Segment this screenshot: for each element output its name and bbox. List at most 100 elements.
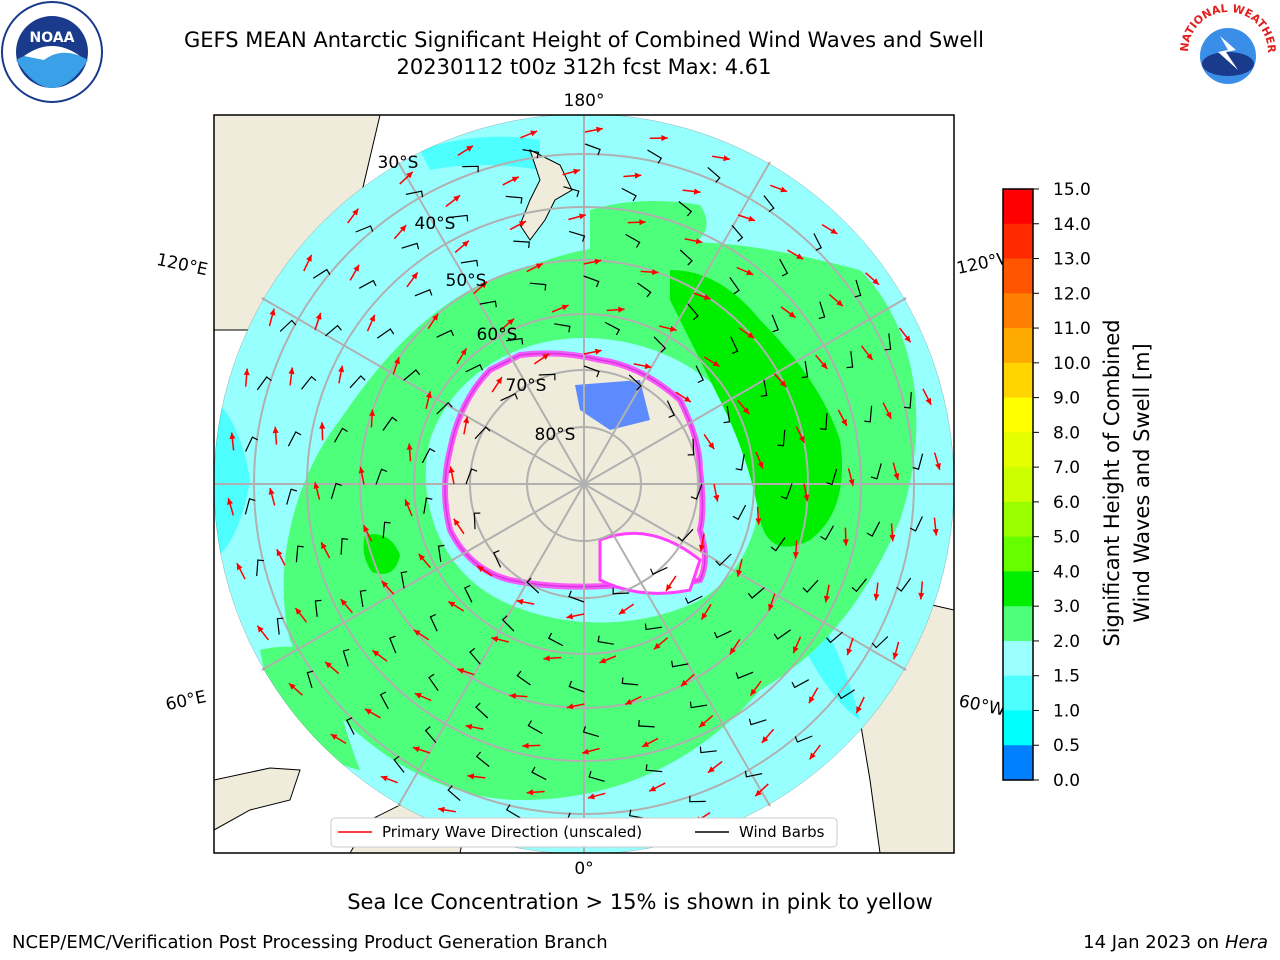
wind-barb xyxy=(506,337,524,345)
wind-barb xyxy=(707,166,721,183)
wave-arrow-head xyxy=(227,498,233,505)
wind-barb xyxy=(358,279,377,289)
wind-barb xyxy=(465,468,478,485)
wind-barb xyxy=(779,258,789,277)
map-frame xyxy=(213,114,955,854)
footer-date: 14 Jan 2023 on Hera xyxy=(1083,932,1268,953)
wind-barb xyxy=(463,584,473,603)
wind-barb xyxy=(909,516,923,532)
wave-arrow-head xyxy=(669,325,677,332)
wave-arrow-head xyxy=(618,306,625,313)
wave-arrow-head xyxy=(268,488,275,495)
wave-arrow-head xyxy=(414,693,422,699)
wave-arrow-head xyxy=(522,742,529,749)
wind-barb xyxy=(771,314,779,333)
wave-arrow-head xyxy=(793,646,799,654)
lat-label-40s: 40°S xyxy=(415,214,456,234)
wave-arrow-head xyxy=(748,215,756,222)
wind-barb xyxy=(687,303,699,321)
wind-barb xyxy=(744,770,763,778)
wave-arrow-head xyxy=(579,213,586,220)
wave-arrow-head xyxy=(425,391,432,399)
colorbar-swatch xyxy=(1003,328,1033,364)
wave-arrow-head xyxy=(625,698,633,705)
wind-barb xyxy=(583,365,600,378)
wind-barb xyxy=(846,351,854,369)
colorbar-tick-label: 9.0 xyxy=(1053,389,1080,409)
wind-barb xyxy=(638,719,655,728)
wave-arrow-head xyxy=(269,308,276,316)
lon-label-60e: 60°E xyxy=(164,687,208,715)
colorbar-tick-label: 0.5 xyxy=(1053,736,1080,756)
wind-barb xyxy=(505,804,521,819)
wave-arrow-head xyxy=(708,442,715,450)
wind-barb xyxy=(393,755,405,773)
wind-barb xyxy=(747,587,765,599)
wave-arrow-head xyxy=(666,584,672,591)
wind-barb xyxy=(699,746,717,754)
wave-arrow-head xyxy=(496,377,502,384)
wind-barb xyxy=(403,369,421,381)
wind-barb xyxy=(421,447,436,464)
wind-barb xyxy=(312,268,331,279)
wind-barb xyxy=(612,587,630,595)
wave-arrow-head xyxy=(701,612,708,620)
wind-barb xyxy=(516,670,531,686)
wind-barb xyxy=(689,701,708,709)
wind-barb xyxy=(820,525,835,541)
wave-arrow-head xyxy=(315,312,322,320)
wind-barb xyxy=(256,376,272,391)
wind-barb xyxy=(813,233,823,251)
wave-arrow-head xyxy=(353,264,360,272)
wind-barb xyxy=(465,363,484,373)
chart-title: GEFS MEAN Antarctic Significant Height o… xyxy=(183,28,985,52)
map-legend: Primary Wave Direction (unscaled) Wind B… xyxy=(330,817,838,848)
wave-arrow-head xyxy=(848,479,855,486)
wave-arrow-head xyxy=(599,657,607,664)
wave-arrow-head xyxy=(448,466,455,474)
wind-barb xyxy=(513,240,530,249)
sea-ice-caption: Sea Ice Concentration > 15% is shown in … xyxy=(347,890,933,914)
wind-barb xyxy=(279,319,297,332)
wave-arrow-head xyxy=(594,348,602,355)
lat-label-30s: 30°S xyxy=(378,153,419,173)
legend-wave-label: Primary Wave Direction (unscaled) xyxy=(382,823,642,841)
colorbar-tick-label: 3.0 xyxy=(1053,597,1080,617)
wind-barb xyxy=(547,632,564,647)
colorbar-frame xyxy=(1002,188,1034,781)
wind-barb xyxy=(429,613,438,632)
colorbar: 15.0 14.0 13.0 12.0 11.0 10.0 9.0 8.0 7.0 6.0 5.0 4… xyxy=(1002,180,1091,791)
wind-barb xyxy=(538,373,556,381)
colorbar-swatch xyxy=(1003,640,1033,677)
wave-arrow-head xyxy=(338,365,345,373)
colorbar-swatch xyxy=(1003,501,1033,538)
nws-logo: NATIONAL WEATHER SERVICE xyxy=(1176,0,1278,102)
wave-arrow-head xyxy=(518,221,526,227)
wind-barb xyxy=(583,275,600,288)
wave-arrow-head xyxy=(566,613,574,620)
wind-barb xyxy=(382,521,391,539)
wave-arrow-head xyxy=(872,278,879,285)
wave-arrow-head xyxy=(594,258,602,265)
wave-arrow-head xyxy=(330,734,338,740)
wave-arrow-head xyxy=(480,281,488,289)
wave-arrow-head xyxy=(319,422,326,429)
wave-arrow-head xyxy=(768,603,774,611)
wind-barb xyxy=(671,660,689,668)
wave-arrow-head xyxy=(467,773,475,780)
map-plot-area xyxy=(214,115,954,853)
wave-arrow-head xyxy=(381,580,389,588)
wind-barb xyxy=(801,360,809,379)
wave-arrow-head xyxy=(830,228,838,234)
wave-arrow-head xyxy=(229,432,236,440)
footer-credit: NCEP/EMC/Verification Post Processing Pr… xyxy=(12,932,608,953)
wave-arrow-head xyxy=(925,397,932,405)
wave-arrow-head xyxy=(462,240,469,248)
wave-arrow-head xyxy=(755,789,762,797)
wind-barb xyxy=(414,289,433,297)
wind-barb xyxy=(871,636,889,649)
colorbar-tick-label: 14.0 xyxy=(1053,215,1091,235)
wave-arrow-head xyxy=(729,647,736,655)
chart-subtitle: 20230112 t00z 312h fcst Max: 4.61 xyxy=(396,55,772,79)
wind-barb xyxy=(333,427,348,443)
